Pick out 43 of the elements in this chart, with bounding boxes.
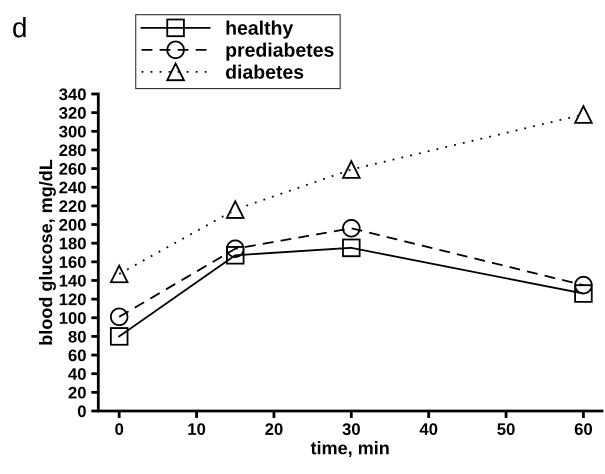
- legend-label: prediabetes: [226, 42, 334, 61]
- y-tick-label: 300: [59, 126, 86, 138]
- y-tick-label: 40: [68, 368, 86, 380]
- point: [226, 246, 244, 265]
- legend-label: healthy: [226, 20, 294, 39]
- y-tick-label: 120: [60, 294, 86, 306]
- point: [574, 105, 593, 124]
- y-tick-label: 0: [78, 405, 86, 418]
- y-tick-label: 20: [68, 386, 86, 399]
- y-tick-label: 220: [59, 200, 86, 212]
- point: [574, 276, 593, 294]
- y-tick-label: 260: [59, 162, 86, 175]
- x-tick-label: 30: [342, 423, 360, 436]
- point: [574, 284, 593, 303]
- legend-label: diabetes: [226, 64, 304, 79]
- x-tick-label: 40: [420, 423, 438, 436]
- x-axis-title: time, min: [310, 441, 389, 457]
- y-tick-label: 200: [59, 218, 86, 231]
- y-tick-label: 160: [60, 256, 86, 268]
- y-tick-label: 80: [68, 330, 86, 343]
- y-tick-label: 320: [59, 107, 86, 119]
- y-tick-label: 60: [68, 349, 86, 362]
- x-tick-label: 50: [497, 423, 515, 436]
- point: [342, 160, 361, 179]
- y-tick-label: 100: [60, 312, 86, 324]
- point: [226, 240, 244, 258]
- point: [110, 264, 128, 284]
- point: [342, 219, 361, 238]
- y-tick-label: 180: [60, 238, 86, 250]
- point: [342, 238, 361, 258]
- point: [110, 327, 128, 346]
- y-tick-label: 240: [59, 182, 86, 194]
- chart-title: d: [13, 17, 26, 38]
- y-axis-title: blood glucose, mg/dL: [39, 160, 56, 345]
- x-tick-label: 60: [574, 423, 592, 436]
- x-tick-label: 20: [265, 423, 283, 436]
- y-tick-label: 340: [59, 88, 86, 100]
- x-tick-label: 0: [115, 423, 124, 436]
- y-tick-label: 140: [60, 274, 86, 287]
- point: [226, 200, 244, 219]
- point: [110, 308, 128, 326]
- y-tick-label: 280: [59, 144, 86, 156]
- x-tick-label: 10: [188, 423, 206, 436]
